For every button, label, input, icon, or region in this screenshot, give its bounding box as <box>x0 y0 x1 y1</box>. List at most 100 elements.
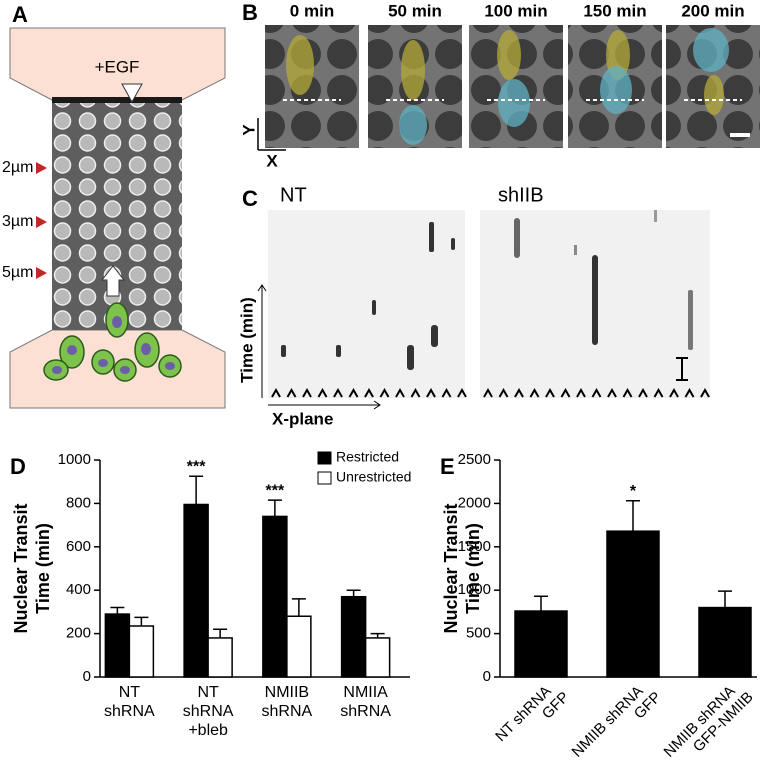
device-edge <box>52 97 182 103</box>
arrow-head <box>257 284 267 292</box>
bar <box>104 613 131 678</box>
significance: * <box>630 483 637 500</box>
cell-signal <box>600 66 632 114</box>
x-tick-label: shRNA <box>183 703 234 720</box>
bar <box>606 530 660 678</box>
stimulus-label: +EGF <box>95 57 140 76</box>
y-tick-label: 1500 <box>458 538 491 555</box>
chevron <box>545 387 555 398</box>
x-tick-label: NMIIB shRNA <box>569 683 647 761</box>
chevron <box>669 387 679 398</box>
chevron <box>348 387 359 398</box>
arrow-head <box>373 400 381 410</box>
error-bar <box>718 590 732 608</box>
y-axis-label: Time (min) <box>33 523 53 614</box>
chevron <box>638 387 648 398</box>
constriction-label: 3µm <box>2 213 33 230</box>
frame <box>265 25 359 148</box>
axis-label: X-plane <box>272 409 333 428</box>
marker <box>36 216 47 228</box>
cell-signal <box>693 28 729 72</box>
legend-label: Unrestricted <box>336 469 411 485</box>
error-bar <box>267 499 282 517</box>
chevron <box>441 387 452 398</box>
y-tick-label: 1000 <box>58 451 91 468</box>
y-tick-label: 2000 <box>458 494 491 511</box>
panel-a: A +EGF 2µm 3µm 5µm <box>2 2 226 409</box>
panel-label: A <box>12 2 28 27</box>
bar <box>286 615 312 678</box>
chevron <box>622 387 633 398</box>
bar <box>340 595 367 678</box>
legend-swatch <box>317 471 332 485</box>
chevron <box>498 387 509 398</box>
error-bar <box>189 475 204 505</box>
chevron <box>302 387 312 398</box>
chevron <box>700 387 710 398</box>
panel-b: B Y X 0 min 50 min 100 min 150 min 200 min <box>239 0 760 170</box>
y-tick-label: 500 <box>466 625 491 642</box>
chevron <box>684 387 695 398</box>
x-tick-label: +bleb <box>188 722 228 739</box>
bar <box>183 503 209 678</box>
x-tick-label: NMIIB <box>265 684 309 701</box>
y-tick-label: 200 <box>66 625 91 642</box>
legend-swatch <box>317 451 332 465</box>
condition-label: NT <box>280 184 307 206</box>
x-tick-label: NMIIA <box>343 684 388 701</box>
error-bar <box>626 500 640 532</box>
error-bar <box>534 595 548 612</box>
significance: *** <box>266 482 285 499</box>
time-label: 100 min <box>484 1 547 20</box>
y-tick-label: 0 <box>83 668 91 685</box>
axis-label: Time (min) <box>237 297 256 383</box>
chevron <box>410 387 421 398</box>
chevron <box>379 387 390 398</box>
chevron <box>529 387 540 398</box>
y-tick-label: 400 <box>66 581 91 598</box>
y-axis-label: Nuclear Transit <box>441 503 461 633</box>
cell-signal <box>286 35 314 95</box>
y-tick-label: 0 <box>483 668 491 685</box>
constriction-label: 2µm <box>2 159 33 176</box>
chevron <box>364 387 374 398</box>
scale-bar <box>676 357 688 381</box>
x-tick-label: shRNA <box>104 703 155 720</box>
error-bar <box>370 632 385 638</box>
x-tick-label: shRNA <box>262 703 313 720</box>
y-tick-label: 1000 <box>458 581 491 598</box>
bar <box>128 625 155 678</box>
x-tick-label: shRNA <box>340 703 391 720</box>
kymograph <box>268 210 465 398</box>
x-tick-label: NT <box>197 684 219 701</box>
bar <box>514 610 568 678</box>
condition-label: shIIB <box>498 184 544 206</box>
cell-signal <box>497 30 521 80</box>
error-bar <box>134 616 149 627</box>
chevron <box>317 387 328 398</box>
egf-arrow <box>121 83 143 104</box>
chevron <box>560 387 571 398</box>
error-bar <box>291 598 306 617</box>
chevrons <box>271 387 710 398</box>
y-axis-label: Nuclear Transit <box>11 503 31 633</box>
marker <box>36 267 47 279</box>
bar <box>207 637 233 678</box>
error-bar <box>346 589 361 597</box>
x-tick-label: NT <box>119 684 141 701</box>
chevron <box>591 387 602 398</box>
bar <box>262 515 288 678</box>
chevron <box>271 387 281 398</box>
constriction-label: 5µm <box>2 264 33 281</box>
panel-label: E <box>440 454 455 479</box>
chevron <box>395 387 405 398</box>
cell-signal <box>704 75 724 115</box>
chevron <box>576 387 586 398</box>
scale-bar <box>730 133 750 137</box>
bar <box>364 637 391 678</box>
significance: *** <box>187 458 206 475</box>
panel-c: C NT shIIB Time (min) X-plane <box>237 184 710 428</box>
legend-label: Restricted <box>336 449 399 465</box>
